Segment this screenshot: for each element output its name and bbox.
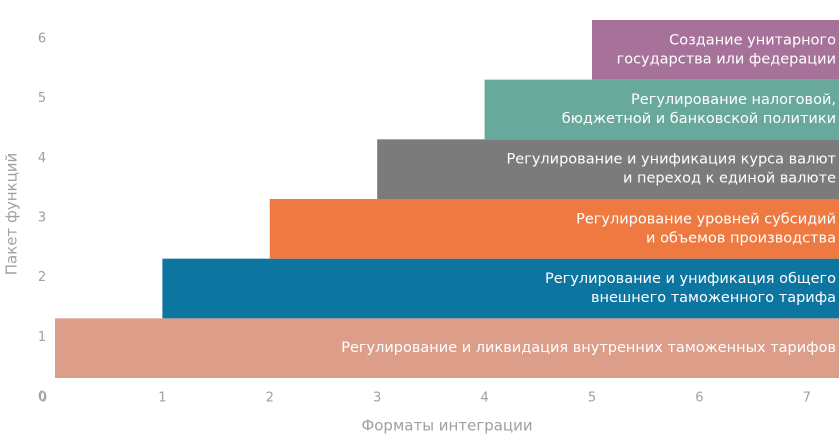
x-tick-label: 6 (695, 391, 703, 406)
y-tick-label: 6 (38, 32, 46, 47)
y-tick-label: 3 (38, 211, 46, 226)
bar-label: Регулирование налоговой, (631, 92, 836, 108)
bar (162, 258, 839, 319)
y-tick-label: 0 (38, 390, 46, 405)
x-axis-label: Форматы интеграции (361, 417, 532, 435)
bar-label: и переход к единой валюте (623, 171, 836, 187)
bar (591, 20, 839, 80)
x-tick-label: 2 (266, 391, 274, 406)
x-tick-label: 3 (373, 391, 381, 406)
x-tick-label: 7 (803, 391, 811, 406)
bar-label: и объемов производства (646, 230, 836, 246)
bar-label: внешнего таможенного тарифа (591, 290, 836, 306)
bar-label: Регулирование уровней субсидий (576, 211, 836, 227)
y-tick-label: 2 (38, 270, 46, 285)
bar-label: государства или федерации (617, 51, 836, 67)
bar-label: Регулирование и унификация общего (545, 271, 836, 287)
y-axis-label: Пакет функций (3, 153, 21, 276)
y-tick-label: 1 (38, 330, 46, 345)
bar (269, 199, 839, 259)
y-tick-label: 4 (38, 151, 46, 166)
bar (377, 139, 839, 199)
bar-label: Создание унитарного (669, 32, 836, 48)
y-tick-label: 5 (38, 91, 46, 106)
x-tick-label: 0 (39, 391, 47, 406)
bar-label: Регулирование и унификация курса валют (507, 152, 837, 168)
bar-label: бюджетной и банковской политики (562, 111, 836, 127)
bar-label: Регулирование и ликвидация внутренних та… (341, 340, 836, 356)
x-tick-label: 4 (480, 391, 488, 406)
x-tick-label: 1 (158, 391, 166, 406)
bar (484, 79, 839, 140)
x-tick-label: 5 (588, 391, 596, 406)
bar (55, 318, 839, 378)
